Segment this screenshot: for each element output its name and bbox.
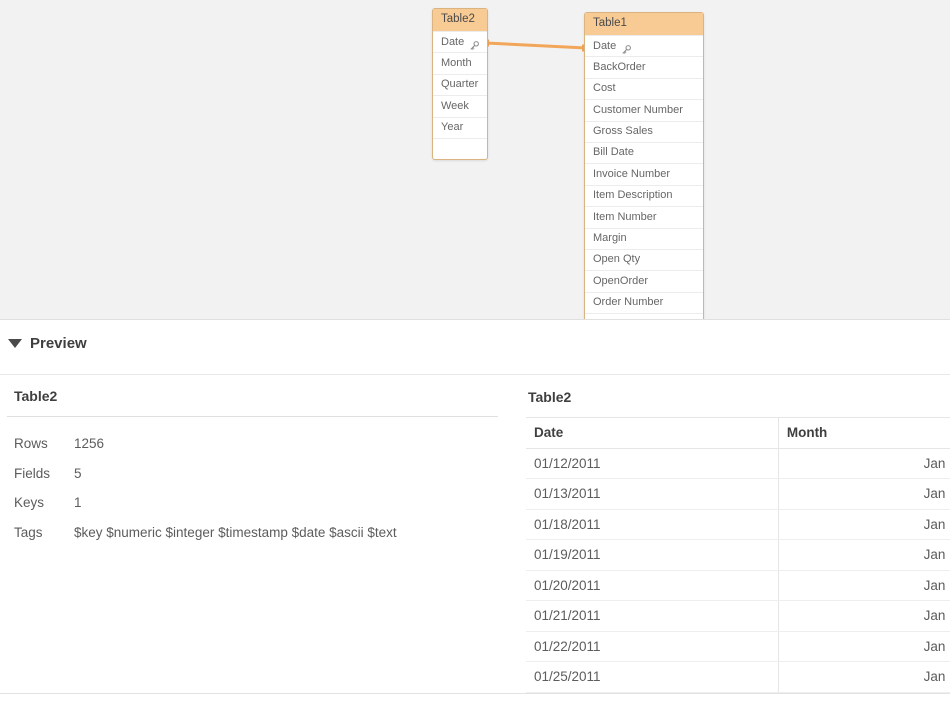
cell-date: 01/13/2011: [526, 478, 779, 510]
cell-month: Jan: [778, 448, 950, 479]
chevron-down-icon[interactable]: [8, 339, 22, 348]
field-label: Order Number: [593, 296, 664, 309]
field-label: Quarter: [441, 78, 479, 91]
cell-month: Jan: [778, 570, 950, 601]
metadata-value: 1: [74, 495, 82, 511]
field-row-openorder[interactable]: OpenOrder: [585, 270, 703, 291]
data-model-diagram-canvas[interactable]: Table2 Date Month Quarter Week Year Tabl…: [0, 0, 950, 320]
metadata-row-keys: Keys 1: [0, 488, 505, 518]
cell-date: 01/18/2011: [526, 509, 779, 540]
metadata-key: Rows: [14, 436, 48, 452]
table-row[interactable]: 01/13/2011 Jan Q1 3 2011: [526, 478, 950, 510]
cell-month: Jan: [778, 661, 950, 693]
table-row[interactable]: 01/18/2011 Jan Q1 3 2011: [526, 509, 950, 540]
cell-date: 01/21/2011: [526, 600, 779, 632]
column-header-month[interactable]: Month: [778, 417, 950, 449]
cell-date: 01/19/2011: [526, 539, 779, 571]
metadata-key: Keys: [14, 495, 45, 511]
field-label: BackOrder: [593, 60, 646, 73]
table-card-table2[interactable]: Table2 Date Month Quarter Week Year: [432, 8, 488, 161]
field-label: Date: [441, 35, 465, 48]
field-label: Gross Sales: [593, 125, 653, 138]
metadata-value: 1256: [74, 436, 105, 452]
preview-section-header: Preview: [0, 320, 950, 375]
field-row-year[interactable]: Year: [433, 116, 487, 138]
data-preview-table-name: Table2: [528, 389, 572, 405]
field-row-item-description[interactable]: Item Description: [585, 184, 703, 206]
field-row-bill-date[interactable]: Bill Date: [585, 141, 703, 163]
cell-date: 01/25/2011: [526, 661, 779, 693]
table-row[interactable]: 01/21/2011 Jan Q1 4 2011: [526, 600, 950, 632]
preview-collapse-toggle[interactable]: Preview: [8, 335, 87, 352]
field-row-cost[interactable]: Cost: [585, 77, 703, 99]
table-row[interactable]: 01/20/2011 Jan Q1 4 2011: [526, 570, 950, 601]
field-row-invoice-number[interactable]: Invoice Number: [585, 163, 703, 184]
data-preview-grid[interactable]: Date Month Quarter Week Year 01/12/2011 …: [526, 417, 950, 693]
table-row[interactable]: 01/19/2011 Jan Q1 4 2011: [526, 539, 950, 571]
table-row[interactable]: 01/25/2011 Jan Q1 4 2011: [526, 661, 950, 693]
metadata-table-name: Table2: [14, 388, 58, 404]
bottom-divider: [0, 693, 950, 694]
table-body: 01/12/2011 Jan Q1 3 2011 01/13/2011 Jan …: [526, 448, 950, 693]
field-row-empty: [433, 137, 487, 159]
field-row-backorder[interactable]: BackOrder: [585, 56, 703, 77]
key-icon: [621, 42, 632, 54]
cell-month: Jan: [778, 478, 950, 510]
field-row-quarter[interactable]: Quarter: [433, 73, 487, 95]
cell-date: 01/12/2011: [526, 448, 779, 479]
field-row-customer-number[interactable]: Customer Number: [585, 99, 703, 120]
metadata-value: $key $numeric $integer $timestamp $date …: [74, 524, 397, 540]
table-card-title-table1[interactable]: Table1: [585, 13, 703, 35]
table-metadata-panel: Table2 Rows 1256 Fields 5 Keys 1 Tags $k…: [0, 376, 505, 701]
metadata-list: Rows 1256 Fields 5 Keys 1 Tags $key $num…: [0, 429, 505, 547]
field-label: Week: [441, 99, 469, 112]
cell-month: Jan: [778, 539, 950, 571]
field-label: Cost: [593, 82, 616, 95]
metadata-value: 5: [74, 465, 82, 481]
preview-section-body: Table2 Rows 1256 Fields 5 Keys 1 Tags $k…: [0, 376, 950, 701]
field-row-order-number[interactable]: Order Number: [585, 291, 703, 313]
table-card-title-table2[interactable]: Table2: [433, 9, 487, 31]
table-header-row: Date Month Quarter Week Year: [526, 417, 950, 449]
field-row-open-qty[interactable]: Open Qty: [585, 248, 703, 270]
cell-date: 01/20/2011: [526, 570, 779, 601]
metadata-key: Tags: [14, 524, 43, 540]
table-card-table1[interactable]: Table1 Date BackOrder Cost Customer Numb…: [584, 12, 704, 319]
field-row-month[interactable]: Month: [433, 52, 487, 73]
metadata-row-rows: Rows 1256: [0, 429, 505, 459]
field-label: Customer Number: [593, 103, 683, 116]
field-label: Year: [441, 121, 464, 134]
key-icon: [469, 38, 480, 50]
cell-month: Jan: [778, 509, 950, 540]
table-row[interactable]: 01/22/2011 Jan Q1 4 2011: [526, 631, 950, 662]
field-label: Open Qty: [593, 253, 641, 266]
metadata-row-tags: Tags $key $numeric $integer $timestamp $…: [0, 518, 505, 548]
field-label: Bill Date: [593, 146, 634, 159]
cell-month: Jan: [778, 631, 950, 662]
field-row-date[interactable]: Date: [585, 35, 703, 56]
field-row-margin[interactable]: Margin: [585, 227, 703, 249]
field-label: Margin: [593, 232, 627, 245]
table-association-connector: [482, 39, 589, 52]
field-label: Month: [441, 56, 472, 69]
cell-month: Jan: [778, 600, 950, 632]
field-row-gross-sales[interactable]: Gross Sales: [585, 120, 703, 142]
field-label: Date: [593, 39, 617, 52]
field-row-empty: [585, 313, 703, 319]
metadata-key: Fields: [14, 465, 51, 481]
field-row-week[interactable]: Week: [433, 95, 487, 116]
table-row[interactable]: 01/12/2011 Jan Q1 3 2011: [526, 448, 950, 479]
cell-date: 01/22/2011: [526, 631, 779, 662]
metadata-divider: [7, 416, 498, 417]
table-data-preview-panel: Table2 Date Month Quarter Week Year 01/1…: [520, 376, 950, 701]
field-label: Item Number: [593, 210, 657, 223]
metadata-row-fields: Fields 5: [0, 459, 505, 489]
field-label: Invoice Number: [593, 167, 671, 180]
field-label: Item Description: [593, 189, 673, 202]
preview-title: Preview: [30, 335, 87, 352]
field-label: OpenOrder: [593, 274, 649, 287]
column-header-date[interactable]: Date: [526, 417, 779, 449]
field-row-date[interactable]: Date: [433, 31, 487, 52]
field-row-item-number[interactable]: Item Number: [585, 206, 703, 227]
